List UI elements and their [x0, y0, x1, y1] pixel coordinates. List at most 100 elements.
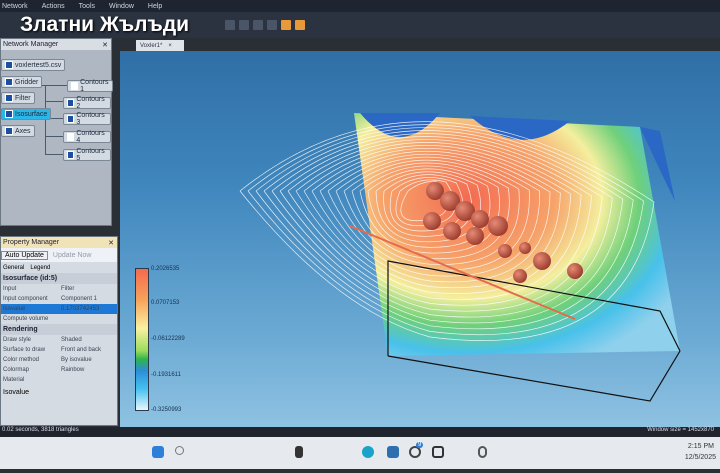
taskbar: 2:15 PM 12/5/2025 [0, 437, 720, 469]
property-row[interactable]: Compute volume [1, 314, 117, 324]
property-manager-panel: Property Manager ✕ Auto Update Update Now… [0, 236, 118, 426]
node-filter[interactable]: Filter [1, 92, 35, 104]
help-title: Isovalue [3, 389, 30, 396]
node-isosurface[interactable]: Isosurface [1, 108, 52, 120]
node-contours-5[interactable]: Contours 5 [63, 148, 111, 162]
save-icon[interactable] [225, 20, 235, 30]
checkbox[interactable] [5, 127, 13, 135]
tab-voxler1[interactable]: Voxler1* × [136, 40, 184, 51]
update-now-button[interactable]: Update Now [52, 251, 92, 259]
menu-window[interactable]: Window [109, 2, 134, 10]
property-row[interactable]: Colormap Rainbow [1, 365, 117, 375]
checkbox[interactable] [5, 78, 13, 86]
property-value[interactable]: By isovalue [61, 357, 92, 363]
contour-line [255, 127, 634, 330]
search-icon[interactable] [175, 446, 184, 455]
edge-icon[interactable] [362, 446, 374, 458]
node-label: Contours 4 [76, 130, 105, 144]
node-label: Isosurface [15, 110, 48, 118]
export-icon[interactable] [239, 20, 249, 30]
network-manager-panel: Network Manager ✕ voxlertest5.csv Gridder… [0, 38, 114, 226]
isosurface-blob [455, 201, 475, 221]
status-bar: 0.02 seconds, 3818 triangles Window size… [0, 427, 720, 437]
auto-update-button[interactable]: Auto Update [1, 250, 48, 260]
checkbox[interactable] [67, 151, 75, 159]
property-name: Surface to draw [3, 347, 46, 353]
property-name: Draw style [3, 337, 32, 343]
node-label: Axes [15, 127, 31, 135]
property-row[interactable]: Color method By isovalue [1, 355, 117, 365]
checkbox[interactable] [5, 110, 13, 118]
time: 2:15 PM [687, 443, 714, 450]
node-gridder[interactable]: Gridder [1, 76, 43, 88]
checkbox[interactable] [5, 94, 13, 102]
menu-network[interactable]: Network [2, 2, 28, 10]
node-contours-2[interactable]: Contours 2 [63, 96, 111, 110]
property-value[interactable]: 0.1703742453 [61, 306, 100, 312]
checkbox[interactable] [67, 115, 75, 123]
property-row[interactable]: Input Filter [1, 284, 117, 294]
contour-line [367, 168, 491, 248]
node-contours-3[interactable]: Contours 3 [63, 112, 111, 126]
tab-general[interactable]: General [3, 264, 25, 271]
isosurface-blob [440, 191, 460, 211]
view-icon[interactable] [253, 20, 263, 30]
axes-icon[interactable] [281, 20, 291, 30]
property-value[interactable]: Rainbow [61, 367, 85, 373]
app-icon[interactable] [295, 446, 303, 458]
property-row[interactable]: Isovalue 0.1703742453 [1, 304, 117, 314]
3d-viewport[interactable] [120, 51, 720, 427]
property-value[interactable]: Shaded [61, 337, 82, 343]
property-row[interactable]: Input component Component 1 [1, 294, 117, 304]
contour-line [271, 133, 613, 318]
property-row[interactable]: Draw style Shaded [1, 335, 117, 345]
isosurface-blob [423, 212, 441, 230]
node-label: Contours 1 [80, 79, 109, 93]
section-isosurface: Isosurface (id:5) [1, 273, 117, 284]
node-voxlertest5[interactable]: voxlertest5.csv [1, 59, 66, 71]
checkbox[interactable] [67, 99, 75, 107]
property-value[interactable]: Component 1 [61, 296, 98, 302]
checkbox[interactable] [67, 133, 75, 141]
checkbox[interactable] [71, 82, 79, 90]
property-value[interactable]: Filter [61, 286, 75, 292]
start-icon[interactable] [152, 446, 164, 458]
property-row[interactable]: Material [1, 375, 117, 385]
node-axes[interactable]: Axes [1, 125, 35, 137]
property-manager-title: Property Manager [3, 239, 60, 246]
close-icon[interactable]: ✕ [108, 239, 114, 247]
app-icon[interactable] [432, 446, 444, 458]
close-icon[interactable]: × [168, 42, 172, 49]
app-icon[interactable] [478, 446, 487, 458]
whatsapp-icon[interactable] [409, 446, 421, 458]
zoom-icon[interactable] [295, 20, 305, 30]
contour-line [319, 151, 551, 283]
contour-line [263, 130, 624, 324]
store-icon[interactable] [387, 446, 399, 458]
isosurface-blob [426, 182, 444, 200]
property-name: Input [3, 286, 17, 292]
close-icon[interactable]: ✕ [102, 41, 108, 49]
isosurface-blob [488, 216, 508, 236]
date: 12/5/2025 [684, 454, 716, 461]
tab-legend[interactable]: Legend [30, 264, 51, 271]
property-name: Colormap [3, 367, 30, 373]
network-icon[interactable] [267, 20, 277, 30]
checkbox[interactable] [5, 61, 13, 69]
node-label: Contours 2 [76, 96, 105, 110]
contour-line [395, 179, 456, 227]
node-label: Gridder [15, 78, 39, 86]
menu-actions[interactable]: Actions [41, 2, 65, 10]
property-row[interactable]: Surface to draw Front and back [1, 345, 117, 355]
menu-help[interactable]: Help [147, 2, 163, 10]
node-contours-1[interactable]: Contours 1 [67, 79, 114, 93]
node-contours-4[interactable]: Contours 4 [63, 130, 111, 144]
property-name: Input component [3, 296, 48, 302]
menu-tools[interactable]: Tools [78, 2, 95, 10]
node-label: Filter [15, 94, 31, 102]
isosurface-blob [466, 227, 484, 245]
contour-line [247, 124, 644, 335]
node-label: Contours 5 [76, 148, 105, 162]
property-value[interactable]: Front and back [61, 347, 102, 353]
